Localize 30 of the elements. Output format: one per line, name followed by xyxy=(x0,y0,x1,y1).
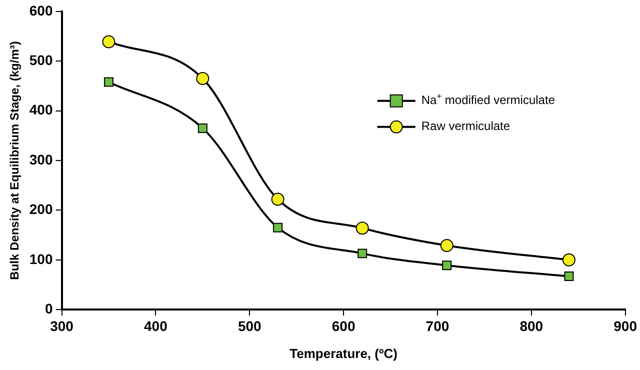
point xyxy=(273,222,283,232)
point xyxy=(440,238,454,252)
y-tick-label: 400 xyxy=(29,102,53,118)
x-tick-label: 600 xyxy=(332,318,356,334)
point xyxy=(562,253,576,266)
legend-label: Raw vermiculate xyxy=(421,119,510,134)
point xyxy=(358,248,368,258)
y-tick-label: 500 xyxy=(29,52,53,68)
x-tick-label: 300 xyxy=(50,318,74,334)
legend-label: Na+ modified vermiculate xyxy=(421,90,556,108)
y-axis-title: Bulk Density at Equilibrium Stage, (kg/m³) xyxy=(8,41,22,280)
x-tick-label: 500 xyxy=(238,318,262,334)
y-tick-label: 300 xyxy=(29,151,53,168)
point xyxy=(564,272,574,282)
y-tick-label: 200 xyxy=(29,201,53,218)
point xyxy=(198,123,208,133)
x-tick-label: 400 xyxy=(144,318,168,334)
x-tick-label: 800 xyxy=(520,318,544,334)
x-tick-label: 900 xyxy=(614,318,638,334)
x-axis-title: Temperature, (ºC) xyxy=(290,346,398,361)
y-tick-label: 0 xyxy=(44,300,53,316)
point xyxy=(196,72,210,85)
point xyxy=(356,222,369,235)
y-tick-label: 600 xyxy=(29,2,53,18)
point xyxy=(271,192,284,206)
point xyxy=(442,260,452,270)
y-tick-label: 100 xyxy=(29,250,53,267)
point xyxy=(102,35,116,48)
point xyxy=(104,77,114,87)
x-tick-label: 700 xyxy=(426,318,450,334)
